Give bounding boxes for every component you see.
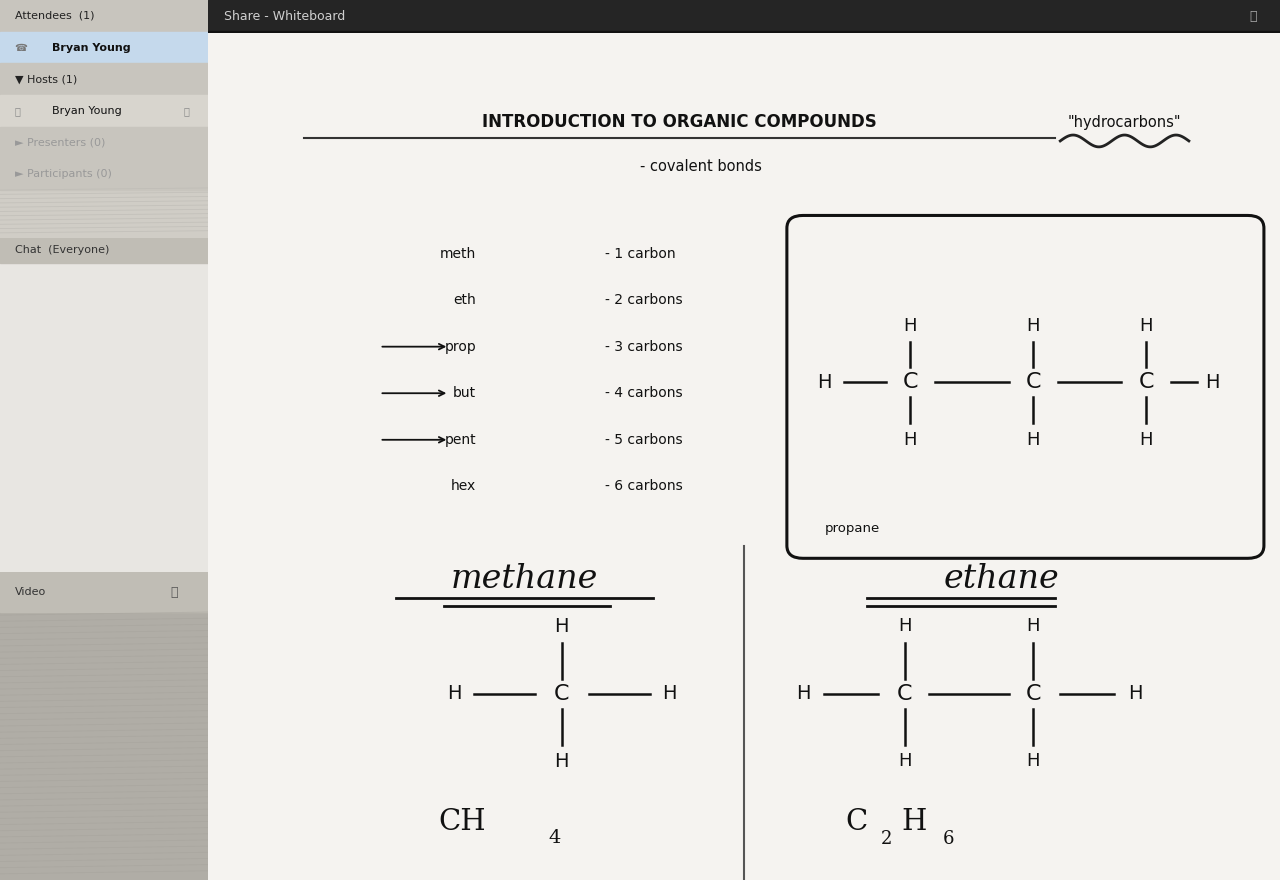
Text: H: H (904, 431, 916, 449)
Text: methane: methane (451, 563, 598, 596)
Text: C: C (846, 809, 868, 836)
Text: eth: eth (453, 293, 476, 307)
Text: H: H (899, 617, 911, 635)
Text: 2: 2 (881, 831, 892, 848)
Text: H: H (554, 752, 570, 771)
Text: H: H (662, 685, 676, 703)
Bar (0, 190, 207, 238)
Text: H: H (447, 685, 462, 703)
Text: C: C (1025, 372, 1041, 392)
Text: C: C (1138, 372, 1153, 392)
Text: 4: 4 (549, 829, 561, 847)
Bar (0, 63, 207, 95)
Bar (0, 0, 207, 32)
Text: Attendees  (1): Attendees (1) (14, 11, 93, 21)
Text: Chat  (Everyone): Chat (Everyone) (14, 246, 109, 255)
Text: H: H (904, 317, 916, 334)
Text: pent: pent (444, 433, 476, 447)
Text: ⤢: ⤢ (1249, 11, 1257, 23)
Text: C: C (902, 372, 918, 392)
Text: propane: propane (824, 522, 879, 535)
Text: C: C (1025, 684, 1041, 704)
FancyBboxPatch shape (787, 216, 1263, 558)
Text: Video: Video (14, 587, 46, 597)
Text: meth: meth (440, 246, 476, 260)
Text: ☎: ☎ (14, 42, 27, 53)
Text: - 5 carbons: - 5 carbons (604, 433, 682, 447)
Text: ethane: ethane (943, 563, 1059, 596)
Text: H: H (1027, 617, 1041, 635)
Text: H: H (554, 617, 570, 635)
Text: - 6 carbons: - 6 carbons (604, 480, 682, 494)
Text: H: H (901, 809, 927, 836)
Text: - 2 carbons: - 2 carbons (604, 293, 682, 307)
Bar (0, 127, 207, 158)
Text: H: H (796, 685, 810, 703)
Text: H: H (1139, 317, 1153, 334)
Text: ▼ Hosts (1): ▼ Hosts (1) (14, 74, 77, 84)
Text: 🎤: 🎤 (183, 106, 189, 116)
Bar (207, 31, 1280, 33)
Text: H: H (1206, 373, 1220, 392)
Text: - 3 carbons: - 3 carbons (604, 340, 682, 354)
Text: - covalent bonds: - covalent bonds (640, 159, 762, 174)
Bar (0, 95, 207, 127)
Text: CH: CH (439, 809, 486, 836)
Text: H: H (817, 373, 832, 392)
Text: Bryan Young: Bryan Young (52, 106, 122, 116)
Text: H: H (1027, 317, 1041, 334)
Bar (0, 612, 207, 880)
Text: - 1 carbon: - 1 carbon (604, 246, 676, 260)
Bar (0, 158, 207, 190)
Bar (0, 238, 207, 262)
Text: Share - Whiteboard: Share - Whiteboard (224, 11, 346, 23)
Text: "hydrocarbons": "hydrocarbons" (1068, 114, 1181, 130)
Text: C: C (554, 684, 570, 704)
Text: H: H (1139, 431, 1153, 449)
Text: ► Presenters (0): ► Presenters (0) (14, 137, 105, 148)
Text: 6: 6 (942, 831, 954, 848)
Text: 👤: 👤 (14, 106, 20, 116)
Text: H: H (899, 752, 911, 771)
Text: ► Participants (0): ► Participants (0) (14, 169, 111, 180)
Text: hex: hex (451, 480, 476, 494)
Text: ⤢: ⤢ (170, 585, 178, 598)
Text: INTRODUCTION TO ORGANIC COMPOUNDS: INTRODUCTION TO ORGANIC COMPOUNDS (483, 114, 877, 131)
Text: H: H (1027, 752, 1041, 771)
Text: H: H (1027, 431, 1041, 449)
Text: - 4 carbons: - 4 carbons (604, 386, 682, 400)
Bar (0, 572, 207, 612)
Text: Bryan Young: Bryan Young (52, 42, 131, 53)
Text: prop: prop (444, 340, 476, 354)
Text: H: H (1128, 685, 1143, 703)
Bar (0, 32, 207, 63)
Text: but: but (453, 386, 476, 400)
Text: C: C (897, 684, 913, 704)
